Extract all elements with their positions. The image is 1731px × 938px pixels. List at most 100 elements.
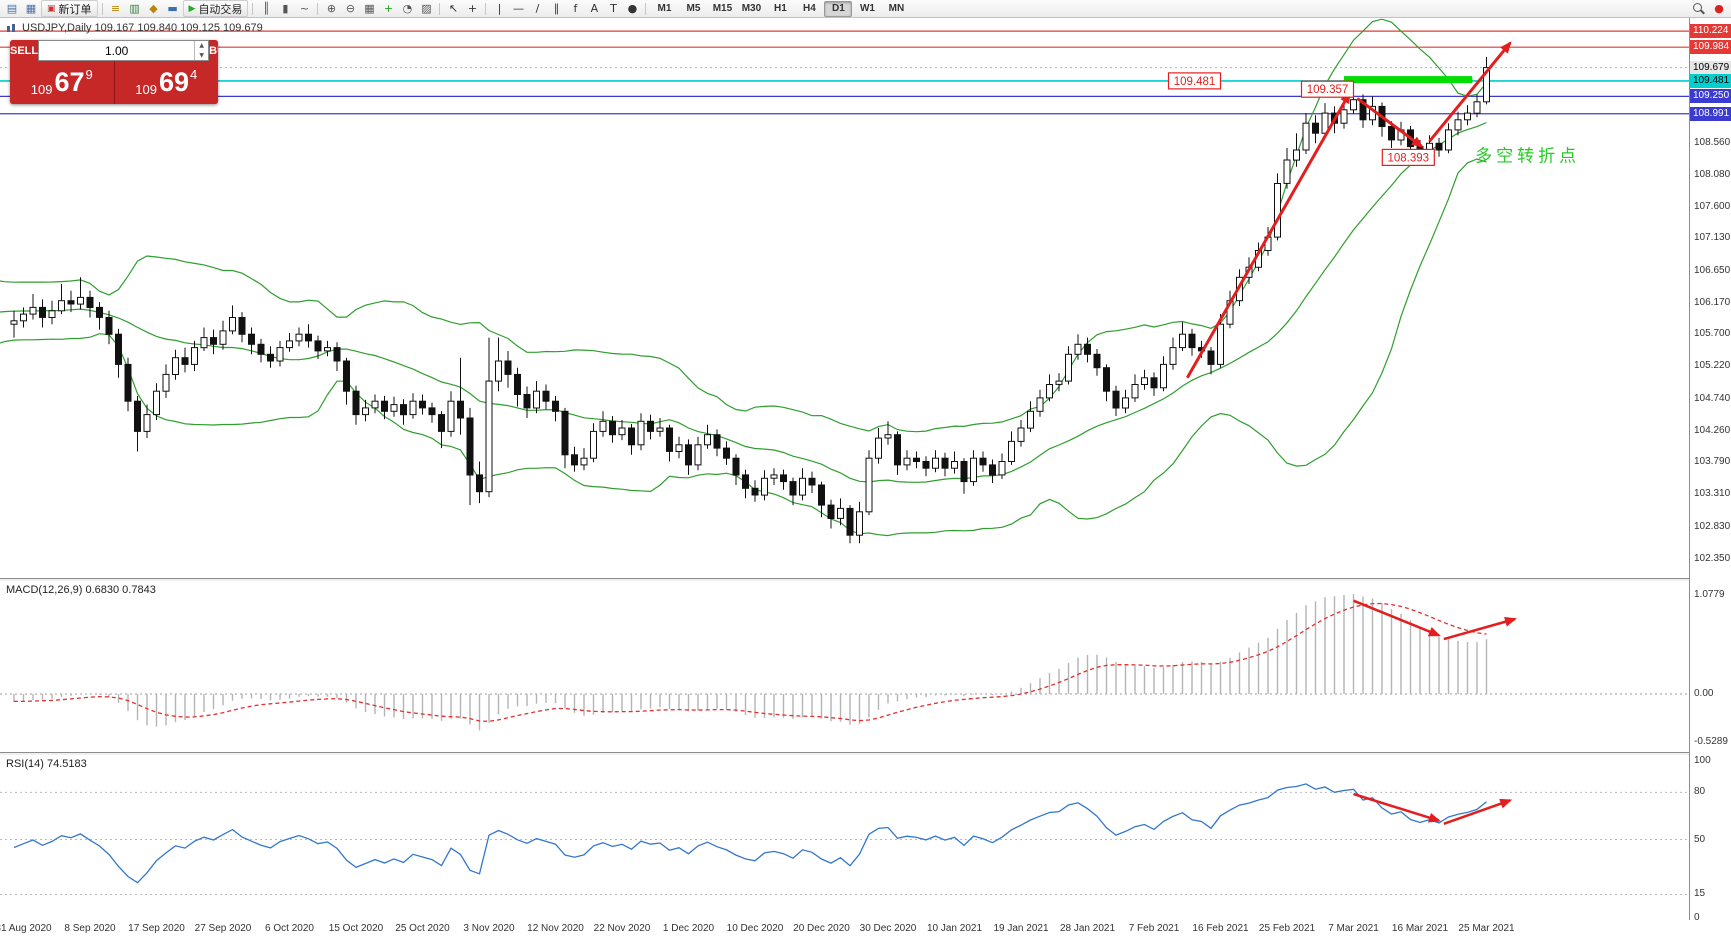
candle bbox=[371, 400, 379, 409]
periods-icon[interactable]: ◔ bbox=[402, 2, 413, 15]
candle bbox=[438, 414, 445, 432]
terminal-icon[interactable]: ▬ bbox=[167, 2, 178, 15]
trend-arrow[interactable] bbox=[1356, 97, 1424, 148]
candle bbox=[134, 400, 141, 432]
candle bbox=[1454, 119, 1462, 131]
arrows-icon[interactable]: ● bbox=[627, 2, 638, 15]
trend-arrow[interactable] bbox=[1185, 91, 1352, 379]
turning-point-note[interactable]: 多空转折点 bbox=[1475, 146, 1580, 165]
rsi-panel-canvas[interactable] bbox=[0, 755, 1689, 920]
horizontal-line-icon[interactable]: — bbox=[512, 2, 524, 15]
svg-text:109.481: 109.481 bbox=[1174, 76, 1216, 88]
macd-annotation-arrow[interactable] bbox=[1443, 616, 1517, 641]
candle bbox=[609, 420, 616, 436]
volume-increase-button[interactable]: ▲ bbox=[199, 42, 204, 49]
rsi-line bbox=[13, 783, 1487, 884]
fibonacci-icon[interactable]: f bbox=[573, 2, 578, 15]
chart-title-text: USDJPY,Daily 109.167 109.840 109.125 109… bbox=[22, 22, 263, 34]
vertical-line-icon[interactable]: | bbox=[497, 2, 502, 15]
price-tick: 107.130 bbox=[1694, 232, 1731, 244]
buy-button[interactable]: 109 69 4 bbox=[114, 61, 218, 104]
timeframe-button-m1[interactable]: M1 bbox=[657, 2, 672, 14]
timeframe-button-m30[interactable]: M30 bbox=[741, 2, 762, 14]
candle bbox=[29, 306, 37, 315]
new-chart-icon[interactable]: ▤ bbox=[6, 2, 18, 15]
templates-icon[interactable]: ▨ bbox=[421, 2, 432, 15]
timeframe-button-h1[interactable]: H1 bbox=[774, 2, 787, 14]
volume-input[interactable] bbox=[39, 41, 195, 60]
zoom-out-icon[interactable]: ⊖ bbox=[345, 2, 356, 15]
price-tick: 108.080 bbox=[1694, 168, 1731, 180]
data-window-icon[interactable]: ▥ bbox=[129, 2, 140, 15]
candle bbox=[1074, 343, 1082, 355]
rsi-annotation-arrow[interactable] bbox=[1353, 792, 1441, 823]
panel-separator[interactable] bbox=[0, 578, 1731, 581]
alert-icon[interactable]: ● bbox=[1714, 2, 1724, 15]
equidistant-channel-icon[interactable]: ∥ bbox=[553, 2, 560, 15]
candle bbox=[561, 410, 569, 456]
date-axis[interactable]: 31 Aug 2020 8 Sep 2020 17 Sep 2020 27 Sep 2… bbox=[0, 920, 1689, 938]
price-annotation-label[interactable]: 109.481 bbox=[1167, 72, 1222, 90]
trend-arrow[interactable] bbox=[1428, 41, 1512, 143]
highlight-bar[interactable] bbox=[1344, 76, 1473, 84]
candle bbox=[324, 347, 331, 352]
candles-layer bbox=[10, 56, 1490, 544]
candle bbox=[837, 507, 844, 519]
candle bbox=[951, 461, 958, 469]
candle bbox=[466, 417, 474, 476]
search-icon[interactable] bbox=[1692, 2, 1705, 15]
candle bbox=[1112, 390, 1120, 409]
text-label-icon[interactable]: T bbox=[610, 2, 617, 15]
price-tick: 104.740 bbox=[1694, 392, 1731, 404]
macd-panel-canvas[interactable] bbox=[0, 581, 1689, 752]
chart-window-icon bbox=[7, 23, 15, 32]
timeframe-button-mn[interactable]: MN bbox=[888, 2, 905, 14]
chart-profiles-icon[interactable]: ▦ bbox=[25, 2, 37, 15]
line-chart-icon[interactable]: ~ bbox=[299, 2, 310, 15]
chart-window[interactable]: 109.481 109.357 108.393 多空转折点 108.560 108.08… bbox=[0, 18, 1731, 938]
indicators-icon[interactable]: + bbox=[383, 2, 394, 15]
timeframe-button-m5[interactable]: M5 bbox=[686, 2, 701, 14]
panel-separator[interactable] bbox=[0, 752, 1731, 755]
price-annotation-label[interactable]: 108.393 bbox=[1381, 148, 1435, 166]
trendline-icon[interactable]: / bbox=[535, 2, 540, 15]
price-annotation-label[interactable]: 109.357 bbox=[1300, 80, 1355, 98]
candle bbox=[162, 373, 170, 392]
buy-label[interactable]: BUY bbox=[209, 40, 218, 61]
timeframe-button-d1[interactable]: D1 bbox=[824, 0, 853, 17]
navigator-icon[interactable]: ◆ bbox=[149, 2, 158, 15]
text-icon[interactable]: A bbox=[590, 2, 599, 15]
toolbar-separator bbox=[317, 2, 319, 15]
buy-price-big: 69 bbox=[158, 67, 189, 97]
auto-trading-button[interactable]: ▶ 自动交易 bbox=[182, 0, 249, 17]
cursor-icon[interactable]: ↖ bbox=[448, 2, 459, 15]
tile-windows-icon[interactable]: ▦ bbox=[364, 2, 375, 15]
candle bbox=[457, 400, 464, 419]
candle bbox=[20, 313, 27, 322]
market-watch-icon[interactable]: ≡ bbox=[110, 2, 121, 15]
timeframe-button-h4[interactable]: H4 bbox=[803, 2, 816, 14]
timeframe-button-m15[interactable]: M15 bbox=[712, 2, 733, 14]
sell-label[interactable]: SELL bbox=[10, 40, 39, 61]
price-tick: 104.260 bbox=[1694, 424, 1731, 436]
new-order-button[interactable]: ▣ 新订单 bbox=[41, 0, 98, 17]
main-chart-canvas[interactable]: 109.481 109.357 108.393 多空转折点 bbox=[0, 18, 1689, 578]
toolbar-separator bbox=[252, 2, 254, 15]
bar-chart-icon[interactable]: ║ bbox=[263, 2, 270, 15]
macd-annotation-arrow[interactable] bbox=[1353, 599, 1441, 637]
candle bbox=[808, 477, 816, 486]
candlestick-chart-icon[interactable]: ▮ bbox=[282, 2, 289, 15]
zoom-in-icon[interactable]: ⊕ bbox=[326, 2, 337, 15]
timeframe-button-w1[interactable]: W1 bbox=[859, 2, 875, 14]
date-label: 6 Oct 2020 bbox=[265, 923, 314, 934]
price-tick: 103.310 bbox=[1694, 488, 1731, 500]
candle bbox=[941, 457, 949, 469]
volume-decrease-button[interactable]: ▼ bbox=[199, 51, 204, 59]
crosshair-icon[interactable]: + bbox=[467, 2, 478, 15]
sell-button[interactable]: 109 67 9 bbox=[10, 61, 115, 104]
rsi-annotation-arrow[interactable] bbox=[1443, 798, 1513, 825]
price-tick: 105.220 bbox=[1694, 360, 1731, 372]
price-axis[interactable]: 108.560 108.080 107.600 107.130 106.650 106.1… bbox=[1689, 18, 1731, 923]
candle bbox=[523, 394, 531, 409]
date-label: 3 Nov 2020 bbox=[463, 923, 515, 934]
